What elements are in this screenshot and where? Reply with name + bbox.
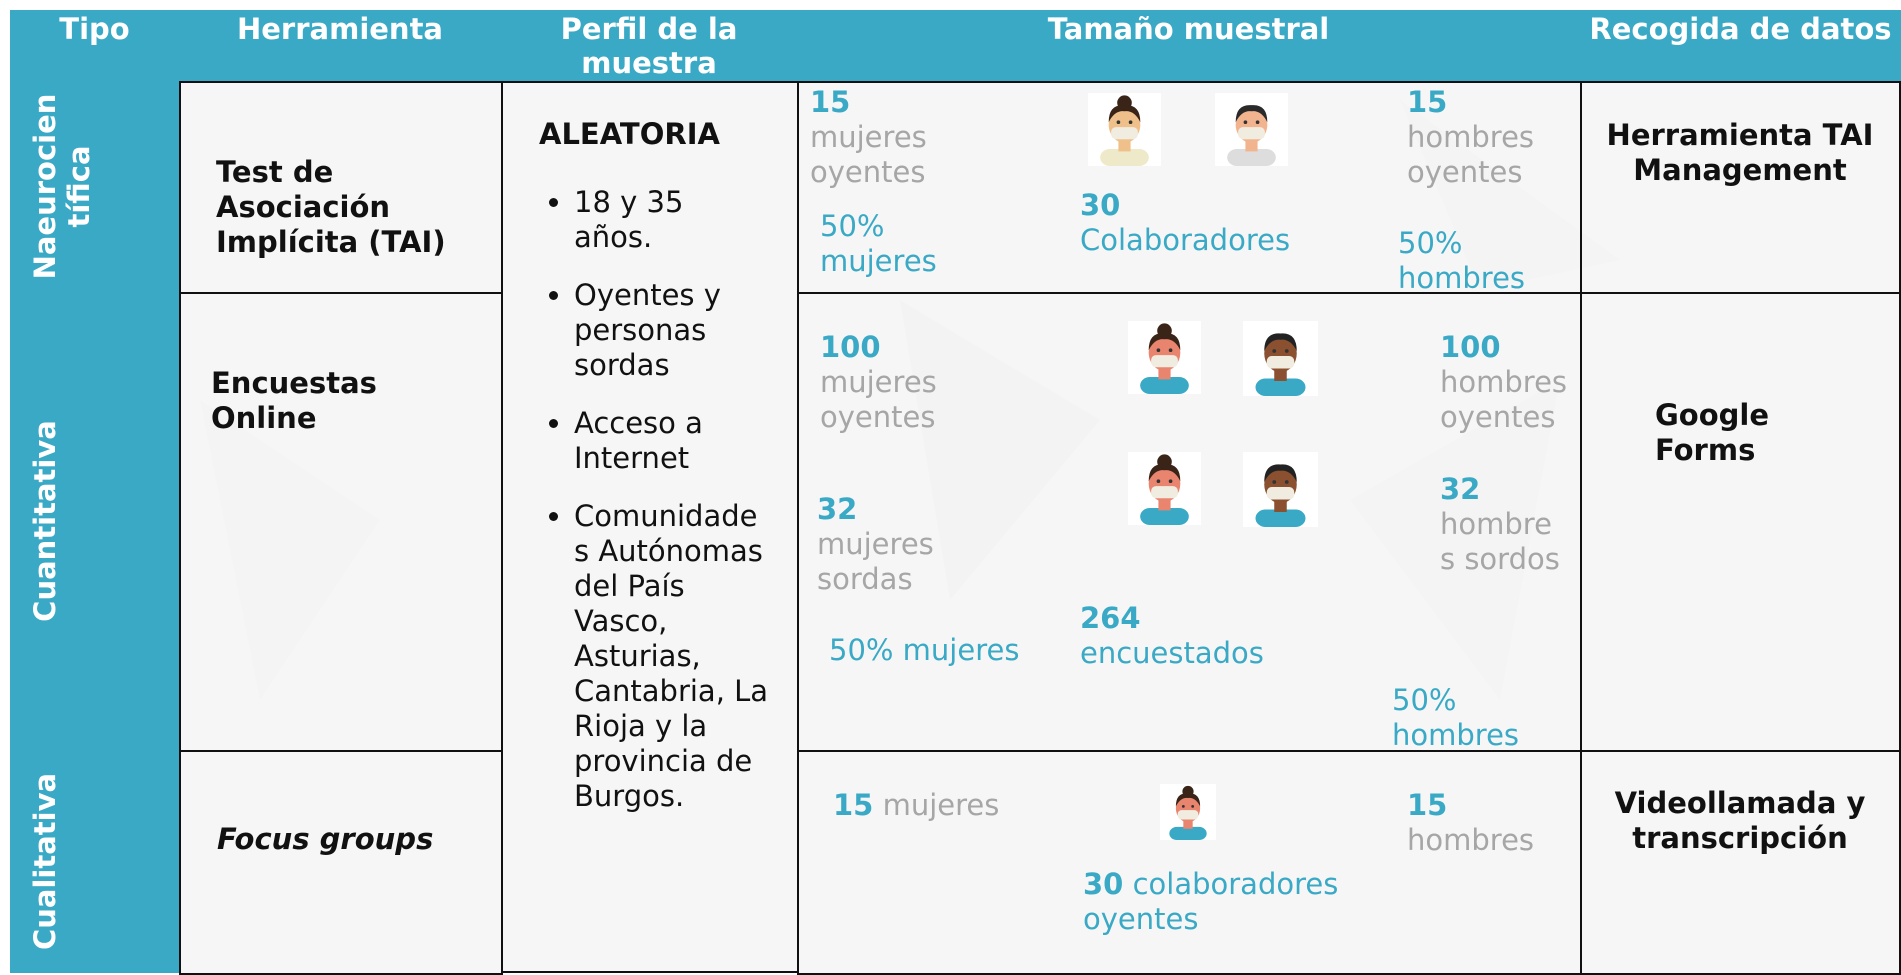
tipo-cell: [10, 81, 179, 292]
sample-number: 15: [1407, 788, 1448, 822]
header-cell: Tipo: [10, 10, 179, 81]
profile-item: 18 y 35 años.: [574, 185, 770, 255]
profile-item: Oyentes y personas sordas: [574, 278, 770, 383]
sample-block: 264 encuestados: [1080, 601, 1322, 671]
tipo-cell: [10, 750, 179, 973]
profile-cell: [501, 81, 799, 973]
tool-name: Test de Asociación Implícita (TAI): [216, 155, 446, 259]
sample-block: 50% hombres: [1398, 226, 1580, 296]
sample-text: mujeres sordas: [817, 527, 934, 596]
sample-text: 50% hombres: [1392, 683, 1520, 752]
sample-block: 50% mujeres: [820, 209, 1002, 279]
sample-block: 30 Colaboradores: [1080, 188, 1359, 258]
header-cell: Recogida de datos: [1580, 10, 1901, 81]
header-cell: Herramienta: [179, 10, 501, 81]
sample-block: 100 hombres oyentes: [1440, 330, 1622, 435]
profile-title: ALEATORIA: [539, 117, 720, 151]
sample-text: 50% mujeres: [829, 633, 1020, 667]
sample-text: 50% mujeres: [820, 209, 937, 278]
sample-text: hombres oyentes: [1440, 365, 1568, 434]
avatar: [1160, 784, 1216, 840]
collection-cell: [1580, 750, 1901, 975]
tipo-label: Cualitativa: [28, 772, 62, 951]
collection-method: Google Forms: [1655, 398, 1770, 467]
sample-block: 32 mujeres sordas: [817, 492, 1011, 597]
collection-cell: [1580, 292, 1901, 752]
sample-block: 30 colaboradores oyentes: [1083, 867, 1398, 937]
sample-text: 50% hombres: [1398, 226, 1526, 295]
sample-number: 15: [810, 85, 851, 119]
sample-text: mujeres: [882, 788, 1000, 822]
sample-number: 264: [1080, 601, 1141, 635]
sample-number: 15: [1407, 85, 1448, 119]
header-cell: Tamaño muestral: [797, 10, 1580, 81]
sample-text: encuestados: [1080, 636, 1264, 670]
sample-block: 15 hombres: [1407, 788, 1577, 858]
profile-item: Acceso a Internet: [574, 406, 770, 476]
sample-block: 50% mujeres: [829, 633, 1071, 668]
avatar: [1088, 93, 1161, 166]
sample-number: 15: [833, 788, 874, 822]
profile-list: 18 y 35 años. Oyentes y personas sordas Ac…: [540, 185, 770, 837]
collection-method: Videollamada y transcripción: [1614, 786, 1866, 855]
avatar: [1128, 452, 1201, 525]
sample-number: 100: [820, 330, 881, 364]
collection-cell: [1580, 81, 1901, 294]
tool-name: Encuestas Online: [211, 366, 377, 435]
tool-cell: [179, 292, 503, 752]
sample-number: 30: [1083, 867, 1124, 901]
sample-text: mujeres oyentes: [810, 120, 927, 189]
sample-number: 30: [1080, 188, 1121, 222]
sample-text: hombres oyentes: [1407, 120, 1535, 189]
sample-text: colaboradores oyentes: [1083, 867, 1339, 936]
sample-text: Colaboradores: [1080, 223, 1291, 257]
tipo-label: Naeurocientífica: [28, 93, 96, 280]
tipo-label: Cuantitativa: [28, 420, 62, 622]
tool-name: Focus groups: [217, 822, 434, 856]
sample-text: hombres sordos: [1440, 507, 1560, 576]
profile-item: Comunidades Autónomas del País Vasco, As…: [574, 499, 770, 814]
sample-number: 100: [1440, 330, 1501, 364]
avatar: [1215, 93, 1288, 166]
sample-block: 15 mujeres: [833, 788, 1075, 823]
avatar: [1243, 452, 1318, 527]
sample-cell: [797, 81, 1582, 294]
avatar: [1128, 321, 1201, 394]
header-cell: Perfil de la muestra: [501, 10, 797, 81]
sample-block: 15 mujeres oyentes: [810, 85, 968, 190]
sample-block: 32 hombres sordos: [1440, 472, 1561, 577]
collection-method: Herramienta TAI Management: [1606, 118, 1874, 187]
sample-block: 50% hombres: [1392, 683, 1574, 753]
sample-text: mujeres oyentes: [820, 365, 937, 434]
tipo-cell: [10, 292, 179, 750]
avatar: [1243, 321, 1318, 396]
sample-text: hombres: [1407, 823, 1535, 857]
sample-number: 32: [817, 492, 858, 526]
sample-block: 15 hombres oyentes: [1407, 85, 1577, 190]
tool-cell: [179, 750, 503, 975]
sample-number: 32: [1440, 472, 1481, 506]
sample-block: 100 mujeres oyentes: [820, 330, 1002, 435]
